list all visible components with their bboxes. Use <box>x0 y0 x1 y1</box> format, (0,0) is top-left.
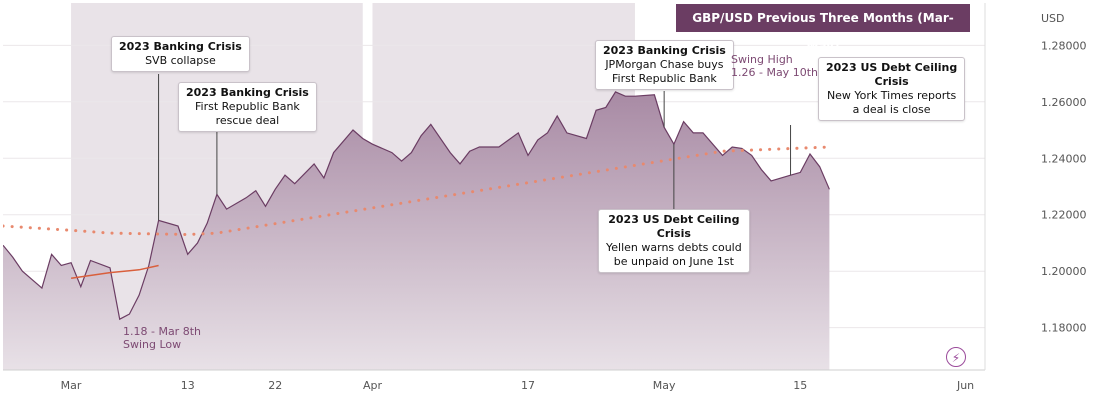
series-group <box>3 91 831 370</box>
annotation-first-republic: 2023 Banking Crisis First Republic Bank … <box>178 82 317 132</box>
annotation-body: First Republic Bank <box>195 100 300 113</box>
y-tick-label: 1.22000 <box>1041 209 1087 222</box>
x-tick-label: Jun <box>956 379 974 392</box>
annotation-title: 2023 US Debt Ceiling <box>608 213 740 226</box>
annotation-body: be unpaid on June 1st <box>613 255 734 268</box>
annotation-leaders <box>158 74 792 221</box>
y-axis: USD 1.28000 1.26000 1.24000 1.22000 1.20000 1.… <box>984 3 1087 370</box>
y-tick-label: 1.26000 <box>1041 96 1087 109</box>
swing-high-line2: 1.26 - May 10th <box>731 66 818 79</box>
annotation-body: JPMorgan Chase buys <box>605 58 724 71</box>
annotation-title: 2023 Banking Crisis <box>186 86 309 99</box>
annotation-body: First Republic Bank <box>612 72 717 85</box>
annotation-body: Yellen warns debts could <box>606 241 742 254</box>
y-tick-label: 1.28000 <box>1041 39 1087 52</box>
x-tick-label: May <box>653 379 676 392</box>
x-tick-label: 13 <box>181 379 195 392</box>
annotation-title-2: Crisis <box>656 227 691 240</box>
swing-low-line2: Swing Low <box>123 338 182 351</box>
moving-average-solid <box>70 264 159 280</box>
y-tick-label: 1.18000 <box>1041 322 1087 335</box>
swing-low-line1: 1.18 - Mar 8th <box>123 325 201 338</box>
x-tick-label: 17 <box>521 379 535 392</box>
annotation-svb: 2023 Banking Crisis SVB collapse <box>111 36 250 72</box>
bolt-icon[interactable]: ⚡ <box>946 347 966 367</box>
annotation-title: 2023 Banking Crisis <box>603 44 726 57</box>
swing-low-label: 1.18 - Mar 8th Swing Low <box>123 325 201 351</box>
annotation-title: 2023 Banking Crisis <box>119 40 242 53</box>
x-tick-label: Mar <box>61 379 82 392</box>
x-axis: Mar 13 22 Apr 17 May 15 Jun <box>3 369 985 392</box>
annotation-title: 2023 US Debt Ceiling <box>826 61 958 74</box>
x-tick-label: Apr <box>363 379 383 392</box>
y-tick-label: 1.24000 <box>1041 152 1087 165</box>
annotation-nyt: 2023 US Debt Ceiling Crisis New York Tim… <box>818 57 966 121</box>
annotation-body: SVB collapse <box>145 54 216 67</box>
x-tick-label: 15 <box>793 379 807 392</box>
chart-title: GBP/USD Previous Three Months (Mar-May) <box>676 4 970 53</box>
annotation-body: a deal is close <box>852 103 931 116</box>
annotation-jpmorgan: 2023 Banking Crisis JPMorgan Chase buys … <box>595 40 734 90</box>
annotation-title-2: Crisis <box>874 75 909 88</box>
y-axis-label: USD <box>1041 12 1065 25</box>
annotation-body: rescue deal <box>215 114 280 127</box>
annotation-yellen: 2023 US Debt Ceiling Crisis Yellen warns… <box>598 209 750 273</box>
swing-high-line1: Swing High <box>731 53 793 66</box>
x-tick-label: 22 <box>268 379 282 392</box>
swing-high-label: Swing High 1.26 - May 10th <box>731 53 818 79</box>
y-tick-label: 1.20000 <box>1041 265 1087 278</box>
annotation-body: New York Times reports <box>826 89 957 102</box>
price-line <box>3 91 830 321</box>
price-area <box>3 91 830 370</box>
